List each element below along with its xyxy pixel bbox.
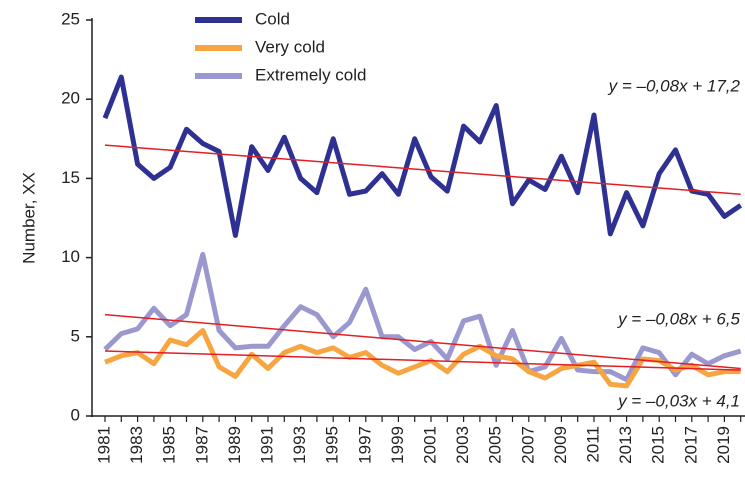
legend-label: Cold <box>255 9 290 28</box>
x-tick-label: 1987 <box>192 426 211 464</box>
trend-line <box>104 313 741 370</box>
x-tick-label: 1997 <box>355 426 374 464</box>
x-tick-label: 2017 <box>681 426 700 464</box>
legend-label: Very cold <box>255 37 325 56</box>
x-tick-label: 2003 <box>453 426 472 464</box>
x-tick-label: 1993 <box>290 426 309 464</box>
trend-label-bg <box>615 309 743 329</box>
x-tick-label: 2007 <box>518 426 537 464</box>
x-tick-label: 2005 <box>486 426 505 464</box>
x-tick-label: 1999 <box>388 426 407 464</box>
x-tick-label: 1991 <box>257 426 276 464</box>
x-tick-label: 2011 <box>583 426 602 463</box>
x-tick-label: 2019 <box>714 426 733 464</box>
trend-equation: y = –0,08x + 6,5 <box>617 309 740 328</box>
trend-label-bg <box>615 391 742 411</box>
x-tick-label: 2015 <box>649 426 668 464</box>
x-tick-label: 1985 <box>160 426 179 464</box>
x-tick-label: 1983 <box>127 426 146 464</box>
x-tick-label: 1995 <box>323 426 342 464</box>
trend-equation: y = –0,03x + 4,1 <box>617 391 740 410</box>
trend-line <box>104 350 741 371</box>
series-line <box>104 327 741 389</box>
series-line <box>103 251 742 383</box>
y-tick-label: 25 <box>61 9 80 28</box>
x-tick-label: 1981 <box>94 426 113 464</box>
trend-label-bg <box>605 76 743 96</box>
legend-label: Extremely cold <box>255 65 366 84</box>
x-tick-label: 1989 <box>225 426 244 464</box>
x-tick-label: 2013 <box>616 426 635 464</box>
y-axis-label: Number, XX <box>19 172 38 264</box>
series-line <box>102 74 743 238</box>
x-tick-label: 2001 <box>420 426 439 464</box>
y-tick-label: 5 <box>71 326 80 345</box>
trend-line <box>104 144 741 195</box>
y-tick-label: 20 <box>61 89 80 108</box>
x-tick-label: 2009 <box>551 426 570 464</box>
trend-equation: y = –0,08x + 17,2 <box>608 76 741 95</box>
y-tick-label: 0 <box>71 405 80 424</box>
y-tick-label: 10 <box>61 247 80 266</box>
y-tick-label: 15 <box>61 168 80 187</box>
